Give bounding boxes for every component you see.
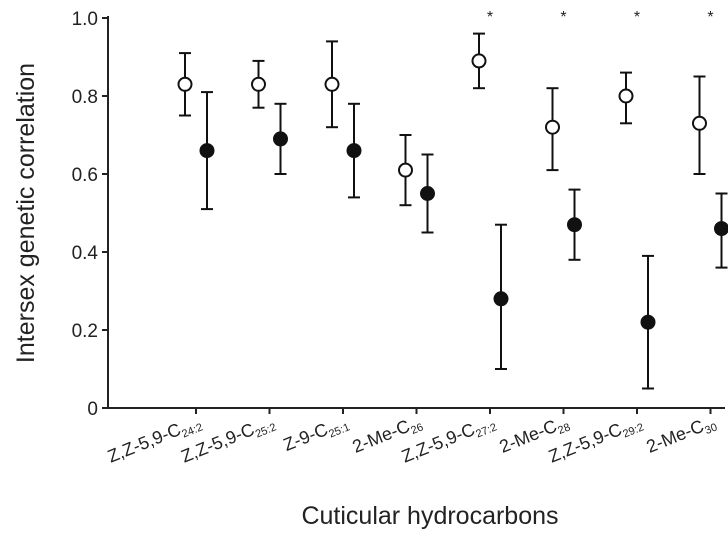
data-point-open [618,88,634,104]
data-point-filled [273,131,288,147]
x-tick-label: 2-Me-C30 [644,411,720,459]
y-tick-label: 0.6 [72,165,98,186]
x-tick-label-subscript: 28 [556,421,572,437]
data-point-open [177,76,193,92]
x-tick-label-subscript: 25:2 [254,421,278,440]
y-tick-label: 1.0 [72,9,98,30]
data-point-open [545,119,560,135]
series-2 [199,91,728,390]
x-tick-label-subscript: 24:2 [180,421,204,440]
x-tick-label-subscript: 30 [703,421,719,437]
x-tick-label-base: Z,Z-5,9-C [105,419,184,466]
data-point-filled [567,217,582,233]
significance-star: * [487,9,493,26]
x-tick-label: Z,Z-5,9-C29:2 [546,411,646,469]
x-axis-title: Cuticular hydrocarbons [301,502,558,530]
y-tick-label: 0 [87,399,98,420]
data-point-open [324,76,340,92]
data-point-open [471,53,487,69]
y-tick-label: 0.4 [72,243,99,264]
x-tick-label-base: Z-9-C [280,419,330,455]
x-tick-label-subscript: 27:2 [474,421,498,440]
x-tick-label-subscript: 26 [409,421,425,437]
series-1 [177,32,707,207]
data-point-filled [493,291,509,307]
data-point-filled [199,143,215,159]
y-axis-title: Intersex genetic correlation [12,63,40,363]
data-point-filled [714,221,728,237]
significance-star: * [560,9,566,26]
x-tick-label-base: 2-Me-C [644,416,707,457]
x-tick-label: Z,Z-5,9-C25:2 [178,411,278,469]
x-tick-label-subscript: 29:2 [621,421,645,440]
x-tick-label: Z-9-C25:1 [280,411,351,458]
data-point-open [692,115,707,131]
x-tick-label: Z,Z-5,9-C27:2 [399,411,499,469]
y-tick-label: 0.8 [72,87,98,108]
y-tick-label: 0.2 [72,321,98,342]
data-point-filled [346,143,362,159]
data-point-open [398,162,413,178]
chart-marks [177,32,728,390]
data-point-open [251,76,266,92]
significance-star: * [634,9,640,26]
data-point-filled [640,314,656,330]
data-point-filled [420,186,435,201]
x-tick-label-subscript: 25:1 [327,421,351,440]
significance-star: * [707,9,713,26]
